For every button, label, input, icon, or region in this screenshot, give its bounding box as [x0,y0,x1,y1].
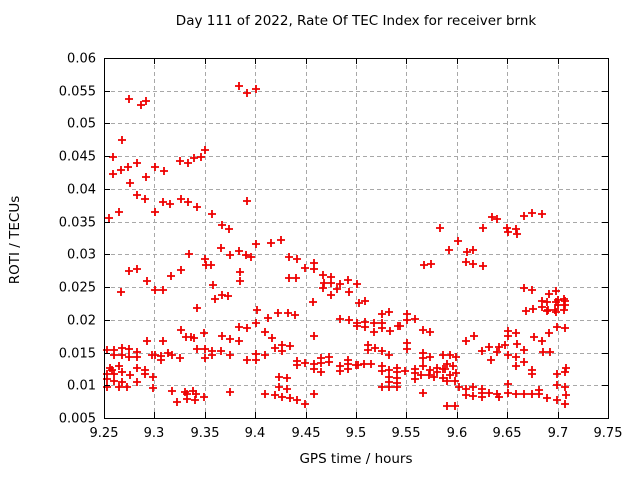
x-axis-label: GPS time / hours [299,451,413,467]
y-tick-label: 0.03 [67,248,96,263]
y-tick-label: 0.02 [67,314,96,329]
y-tick-label: 0.055 [59,85,96,100]
y-tick-label: 0.01 [67,379,96,394]
y-tick-label: 0.025 [59,281,96,296]
y-tick-label: 0.06 [67,52,96,67]
data-points [103,82,570,410]
x-tick-label: 9.35 [191,426,220,441]
x-tick-label: 9.7 [548,426,569,441]
x-tick-label: 9.65 [493,426,522,441]
y-tick-label: 0.05 [67,117,96,132]
y-tick-label: 0.005 [59,412,96,427]
y-tick-label: 0.035 [59,216,96,231]
x-tick-label: 9.25 [90,426,119,441]
x-tick-label: 9.5 [346,426,367,441]
x-tick-label: 9.3 [144,426,165,441]
x-tick-label: 9.45 [292,426,321,441]
x-tick-label: 9.75 [594,426,623,441]
y-tick-label: 0.015 [59,347,96,362]
x-tick-label: 9.4 [245,426,266,441]
x-tick-label: 9.6 [447,426,468,441]
y-tick-label: 0.04 [67,183,96,198]
chart-title: Day 111 of 2022, Rate Of TEC Index for r… [175,13,537,29]
y-tick-label: 0.045 [59,150,96,165]
x-tick-label: 9.55 [392,426,421,441]
